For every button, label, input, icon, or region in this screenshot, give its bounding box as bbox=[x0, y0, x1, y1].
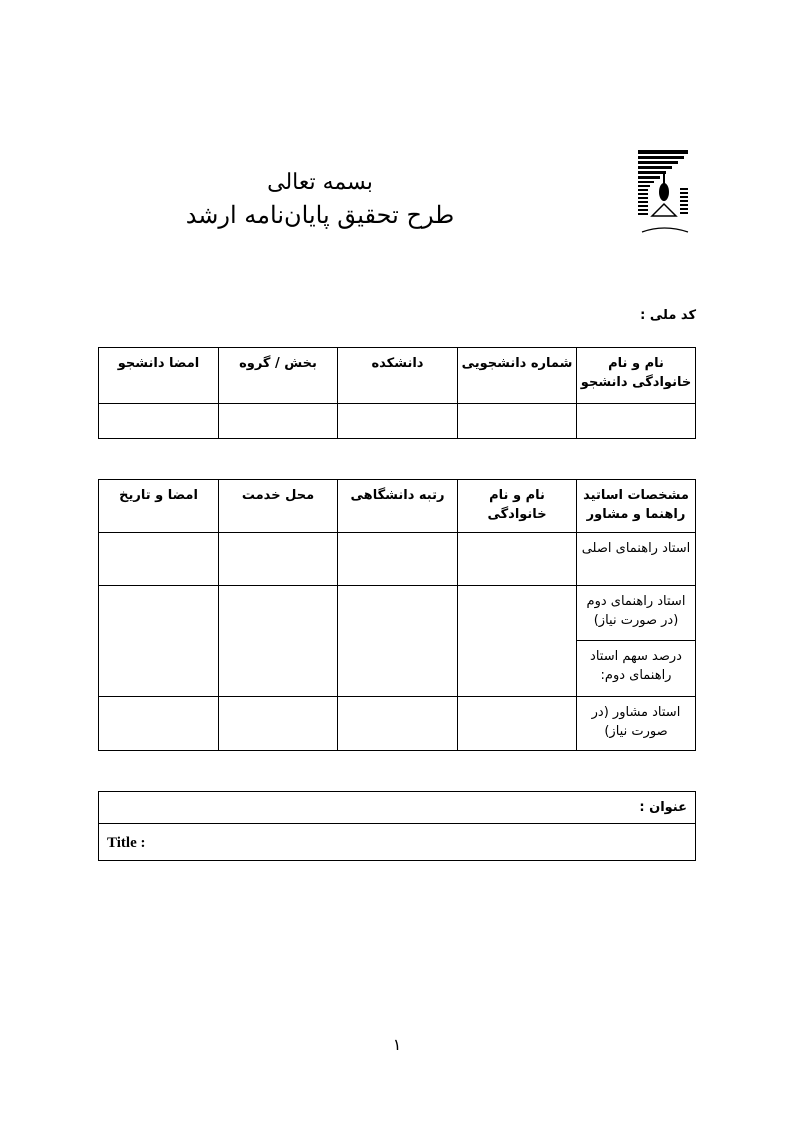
second-supervisor-signature-field[interactable] bbox=[98, 585, 219, 697]
page-title: طرح تحقیق پایان‌نامه ارشد bbox=[185, 201, 455, 229]
header-faculty: دانشکده bbox=[337, 347, 458, 404]
header-signature-date: امضا و تاریخ bbox=[98, 479, 219, 533]
second-supervisor-rank-field[interactable] bbox=[337, 585, 458, 697]
main-supervisor-rank-field[interactable] bbox=[337, 532, 458, 586]
header-student-name: نام و نام خانوادگی دانشجو bbox=[576, 347, 696, 404]
department-field[interactable] bbox=[218, 403, 338, 439]
consultant-workplace-field[interactable] bbox=[218, 696, 338, 751]
consultant-signature-field[interactable] bbox=[98, 696, 219, 751]
header-basmala: بسمه تعالی bbox=[267, 170, 373, 195]
english-title-label: Title : bbox=[107, 835, 146, 851]
faculty-field[interactable] bbox=[337, 403, 458, 439]
header-advisor-name: نام و نام خانوادگی bbox=[457, 479, 577, 533]
persian-title-field[interactable]: عنوان : bbox=[98, 791, 696, 824]
main-supervisor-name-field[interactable] bbox=[457, 532, 577, 586]
header-academic-rank: رتبه دانشگاهی bbox=[337, 479, 458, 533]
second-supervisor-name-field[interactable] bbox=[457, 585, 577, 697]
second-supervisor-workplace-field[interactable] bbox=[218, 585, 338, 697]
consultant-rank-field[interactable] bbox=[337, 696, 458, 751]
header-student-number: شماره دانشجویی bbox=[457, 347, 577, 404]
header-workplace: محل خدمت bbox=[218, 479, 338, 533]
header-advisor-specs: مشخصات اساتید راهنما و مشاور bbox=[576, 479, 696, 533]
header-student-signature: امضا دانشجو bbox=[98, 347, 219, 404]
english-title-field[interactable]: Title : bbox=[98, 823, 696, 861]
national-code-label: کد ملی : bbox=[640, 308, 696, 323]
main-supervisor-workplace-field[interactable] bbox=[218, 532, 338, 586]
persian-title-label: عنوان : bbox=[639, 800, 687, 815]
row-label-second-supervisor: استاد راهنمای دوم (در صورت نیاز) bbox=[576, 585, 696, 641]
student-number-field[interactable] bbox=[457, 403, 577, 439]
consultant-name-field[interactable] bbox=[457, 696, 577, 751]
student-name-field[interactable] bbox=[576, 403, 696, 439]
main-supervisor-signature-field[interactable] bbox=[98, 532, 219, 586]
row-label-consultant: استاد مشاور (در صورت نیاز) bbox=[576, 696, 696, 751]
row-label-main-supervisor: استاد راهنمای اصلی bbox=[576, 532, 696, 586]
student-signature-field[interactable] bbox=[98, 403, 219, 439]
university-logo bbox=[638, 150, 689, 233]
row-label-second-supervisor-share: درصد سهم استاد راهنمای دوم: bbox=[576, 640, 696, 697]
page-number: ۱ bbox=[392, 1035, 402, 1054]
header-department: بخش / گروه bbox=[218, 347, 338, 404]
